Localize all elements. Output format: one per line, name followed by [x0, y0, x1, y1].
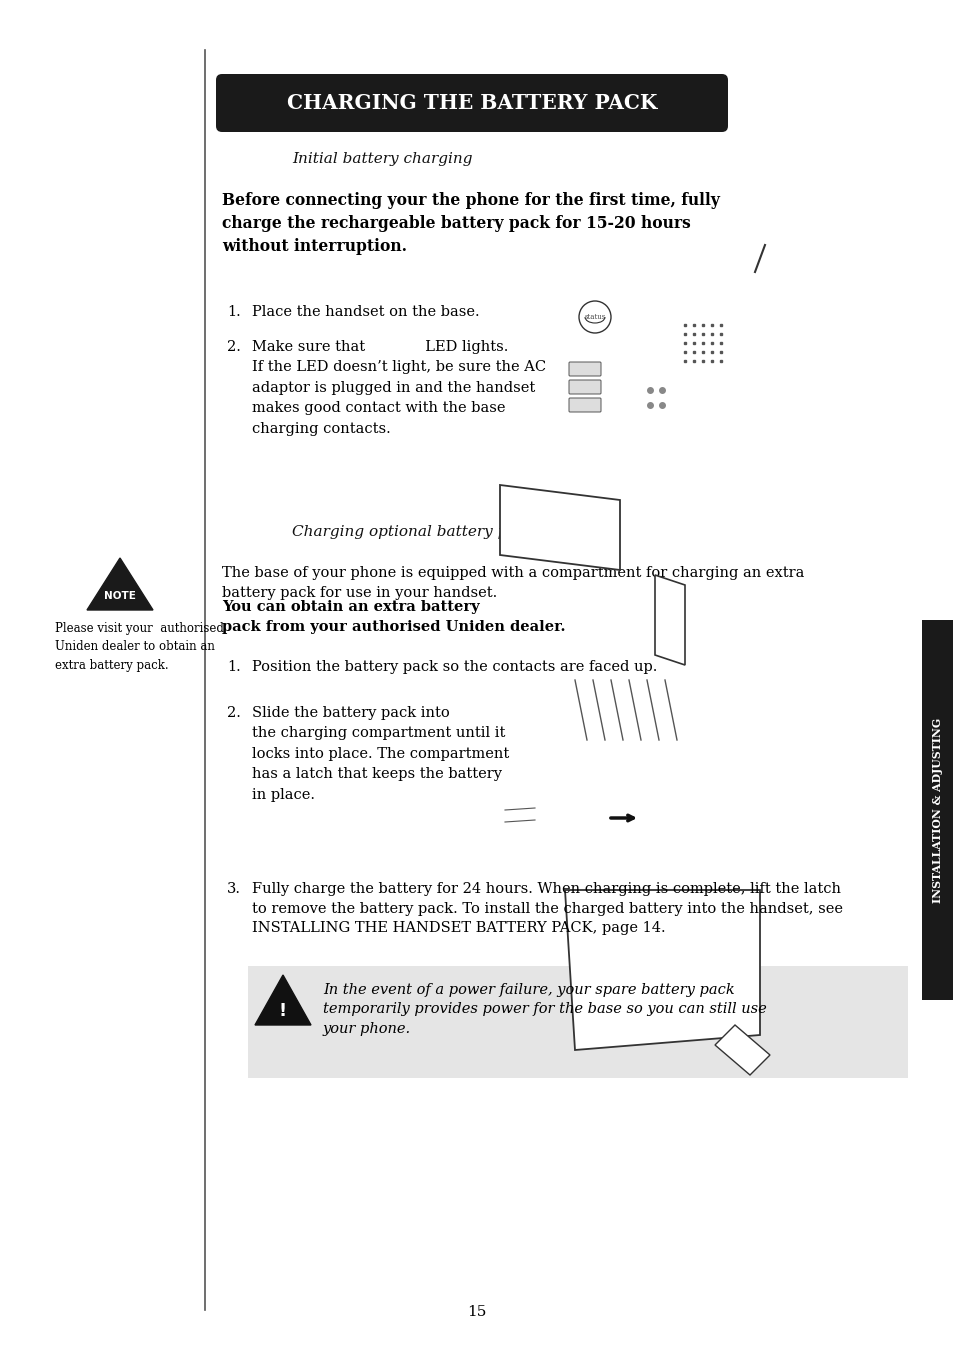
Polygon shape — [87, 558, 152, 611]
Polygon shape — [564, 890, 760, 1050]
Text: The base of your phone is equipped with a compartment for charging an extra
batt: The base of your phone is equipped with … — [222, 566, 803, 600]
Bar — [921, 620, 953, 999]
FancyBboxPatch shape — [568, 398, 600, 412]
Text: 2.: 2. — [227, 340, 240, 354]
Text: Before connecting your the phone for the first time, fully
charge the rechargeab: Before connecting your the phone for the… — [222, 192, 720, 254]
Text: In the event of a power failure, your spare battery pack
temporarily provides po: In the event of a power failure, your sp… — [323, 983, 766, 1036]
Bar — [248, 966, 907, 1077]
FancyBboxPatch shape — [568, 362, 600, 377]
Text: Charging optional battery pack: Charging optional battery pack — [292, 525, 534, 539]
Text: INSTALLATION & ADJUSTING: INSTALLATION & ADJUSTING — [931, 717, 943, 902]
Text: 1.: 1. — [227, 660, 240, 674]
Text: Position the battery pack so the contacts are faced up.: Position the battery pack so the contact… — [252, 660, 657, 674]
Text: If the LED doesn’t light, be sure the AC
adaptor is plugged in and the handset
m: If the LED doesn’t light, be sure the AC… — [252, 360, 545, 436]
FancyBboxPatch shape — [215, 74, 727, 132]
Polygon shape — [499, 486, 619, 570]
Text: status: status — [584, 313, 605, 321]
Text: Initial battery charging: Initial battery charging — [292, 152, 472, 165]
Polygon shape — [714, 1025, 769, 1075]
Text: NOTE: NOTE — [104, 590, 135, 601]
Text: 15: 15 — [467, 1305, 486, 1319]
Text: 1.: 1. — [227, 305, 240, 319]
Text: 2.: 2. — [227, 706, 240, 720]
Text: Fully charge the battery for 24 hours. When charging is complete, lift the latch: Fully charge the battery for 24 hours. W… — [252, 882, 842, 935]
Text: Place the handset on the base.: Place the handset on the base. — [252, 305, 479, 319]
Text: You can obtain an extra battery
pack from your authorised Uniden dealer.: You can obtain an extra battery pack fro… — [222, 600, 565, 633]
FancyBboxPatch shape — [568, 381, 600, 394]
Polygon shape — [254, 975, 311, 1025]
Text: Slide the battery pack into: Slide the battery pack into — [252, 706, 449, 720]
Text: Make sure that             LED lights.: Make sure that LED lights. — [252, 340, 508, 354]
Text: CHARGING THE BATTERY PACK: CHARGING THE BATTERY PACK — [287, 93, 657, 113]
Polygon shape — [655, 576, 684, 664]
Text: Please visit your  authorised
Uniden dealer to obtain an
extra battery pack.: Please visit your authorised Uniden deal… — [55, 621, 224, 672]
Text: 3.: 3. — [227, 882, 241, 896]
Text: the charging compartment until it
locks into place. The compartment
has a latch : the charging compartment until it locks … — [252, 726, 509, 802]
Text: !: ! — [278, 1002, 287, 1020]
